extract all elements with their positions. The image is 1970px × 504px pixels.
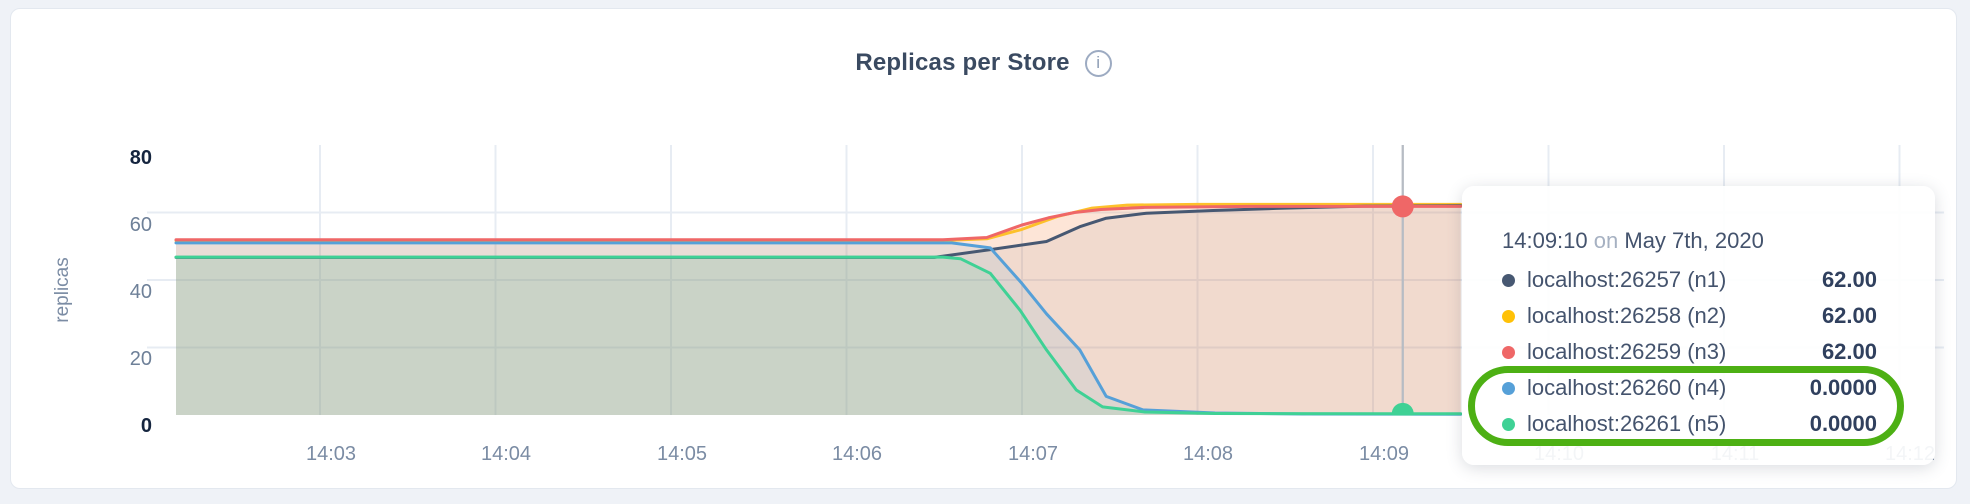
y-tick-60: 60 <box>129 214 152 236</box>
x-tick-1404: 14:04 <box>480 443 532 465</box>
series-dot-n2 <box>1502 309 1515 323</box>
series-label-n3: localhost:26259 (n3) <box>1527 339 1727 364</box>
series-value-n2: 62.00 <box>1821 303 1877 328</box>
series-value-n5: 0.0000 <box>1809 411 1877 436</box>
tooltip-date: May 7th, 2020 <box>1624 228 1764 253</box>
info-icon[interactable]: i <box>1084 49 1112 77</box>
tooltip-timestamp: 14:09:10 on May 7th, 2020 <box>1502 226 1877 256</box>
series-value-n1: 62.00 <box>1821 267 1877 292</box>
series-dot-n5 <box>1502 417 1515 431</box>
x-tick-1405: 14:05 <box>656 443 708 465</box>
y-tick-80: 80 <box>129 147 152 169</box>
chart-title: Replicas per Store <box>855 49 1070 76</box>
tooltip-rows: localhost:26257 (n1) 62.00 localhost:262… <box>1502 262 1877 442</box>
tooltip-row-n4: localhost:26260 (n4) 0.0000 <box>1502 370 1877 406</box>
tooltip-row-n5: localhost:26261 (n5) 0.0000 <box>1502 406 1877 442</box>
series-label-n4: localhost:26260 (n4) <box>1527 375 1727 400</box>
series-value-n4: 0.0000 <box>1809 375 1877 400</box>
x-tick-1408: 14:08 <box>1182 443 1234 465</box>
chart-header: Replicas per Store i <box>11 49 1956 77</box>
tooltip-row-n1: localhost:26257 (n1) 62.00 <box>1502 262 1877 298</box>
tooltip-row-n3: localhost:26259 (n3) 62.00 <box>1502 334 1877 370</box>
series-value-n3: 62.00 <box>1821 339 1877 364</box>
x-tick-1406: 14:06 <box>831 443 883 465</box>
tooltip-conjunction: on <box>1593 228 1619 253</box>
series-label-n5: localhost:26261 (n5) <box>1527 411 1727 436</box>
x-tick-1407: 14:07 <box>1007 443 1059 465</box>
series-dot-n1 <box>1502 273 1515 287</box>
y-tick-0: 0 <box>140 415 152 437</box>
series-label-n2: localhost:26258 (n2) <box>1527 303 1727 328</box>
y-tick-40: 40 <box>129 281 152 303</box>
tooltip-row-n2: localhost:26258 (n2) 62.00 <box>1502 298 1877 334</box>
series-dot-n3 <box>1502 345 1515 359</box>
x-tick-1409: 14:09 <box>1358 443 1410 465</box>
series-dot-n4 <box>1502 381 1515 395</box>
hover-tooltip: 14:09:10 on May 7th, 2020 localhost:2625… <box>1462 186 1935 465</box>
series-label-n1: localhost:26257 (n1) <box>1527 267 1727 292</box>
tooltip-time: 14:09:10 <box>1502 228 1588 253</box>
y-tick-20: 20 <box>129 348 152 370</box>
x-tick-1403: 14:03 <box>305 443 357 465</box>
